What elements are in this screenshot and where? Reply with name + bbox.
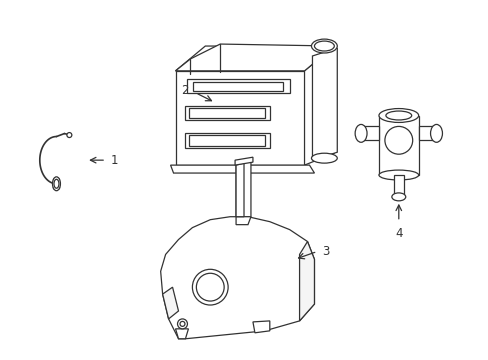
Circle shape xyxy=(384,126,412,154)
Polygon shape xyxy=(189,135,264,146)
Polygon shape xyxy=(252,321,269,333)
Ellipse shape xyxy=(354,125,366,142)
Polygon shape xyxy=(187,79,289,93)
Circle shape xyxy=(67,132,72,138)
Text: 3: 3 xyxy=(322,245,329,258)
Polygon shape xyxy=(175,46,334,71)
Polygon shape xyxy=(418,126,436,140)
Polygon shape xyxy=(236,160,250,217)
Polygon shape xyxy=(53,180,60,188)
Ellipse shape xyxy=(391,193,405,201)
Ellipse shape xyxy=(53,186,60,190)
Ellipse shape xyxy=(378,170,418,180)
Circle shape xyxy=(180,321,184,327)
Ellipse shape xyxy=(52,177,61,191)
Polygon shape xyxy=(175,329,188,339)
Ellipse shape xyxy=(314,41,334,51)
Text: 2: 2 xyxy=(181,84,188,97)
Ellipse shape xyxy=(54,179,59,188)
Polygon shape xyxy=(170,165,314,173)
Polygon shape xyxy=(185,133,269,148)
Circle shape xyxy=(177,319,187,329)
Ellipse shape xyxy=(311,153,337,163)
Polygon shape xyxy=(304,46,334,165)
Circle shape xyxy=(192,269,228,305)
Polygon shape xyxy=(161,217,314,339)
Polygon shape xyxy=(175,71,304,165)
Polygon shape xyxy=(360,126,378,140)
Polygon shape xyxy=(185,105,269,121)
Text: 1: 1 xyxy=(111,154,118,167)
Polygon shape xyxy=(163,287,178,319)
Polygon shape xyxy=(235,157,252,165)
Polygon shape xyxy=(193,82,282,91)
Polygon shape xyxy=(175,44,334,71)
Polygon shape xyxy=(299,242,314,321)
Ellipse shape xyxy=(378,109,418,122)
Ellipse shape xyxy=(385,111,411,120)
Polygon shape xyxy=(312,48,337,160)
Ellipse shape xyxy=(53,178,60,182)
Polygon shape xyxy=(236,217,250,225)
Ellipse shape xyxy=(429,125,442,142)
Circle shape xyxy=(196,273,224,301)
Polygon shape xyxy=(236,163,244,217)
Polygon shape xyxy=(189,108,264,118)
Ellipse shape xyxy=(311,39,337,53)
Text: 4: 4 xyxy=(394,227,402,240)
Polygon shape xyxy=(393,175,403,197)
Polygon shape xyxy=(378,116,418,175)
